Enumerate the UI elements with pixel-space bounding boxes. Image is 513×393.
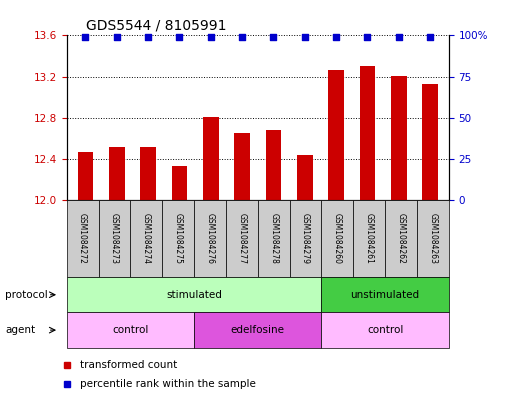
Point bbox=[113, 34, 121, 40]
Point bbox=[238, 34, 246, 40]
Point bbox=[426, 34, 434, 40]
Text: agent: agent bbox=[5, 325, 35, 335]
Text: GSM1084273: GSM1084273 bbox=[110, 213, 119, 264]
Bar bbox=[360, 66, 375, 200]
Bar bbox=[328, 70, 344, 200]
Text: control: control bbox=[367, 325, 403, 335]
Point bbox=[332, 34, 340, 40]
Text: GSM1084261: GSM1084261 bbox=[365, 213, 374, 264]
Text: GDS5544 / 8105991: GDS5544 / 8105991 bbox=[86, 19, 226, 33]
Text: GSM1084260: GSM1084260 bbox=[333, 213, 342, 264]
Bar bbox=[203, 117, 219, 200]
Bar bbox=[109, 147, 125, 200]
Text: GSM1084278: GSM1084278 bbox=[269, 213, 278, 264]
Text: GSM1084274: GSM1084274 bbox=[142, 213, 151, 264]
Bar bbox=[422, 84, 438, 200]
Point bbox=[363, 34, 371, 40]
Bar bbox=[391, 75, 407, 200]
Text: GSM1084275: GSM1084275 bbox=[174, 213, 183, 264]
Point bbox=[144, 34, 152, 40]
Text: stimulated: stimulated bbox=[166, 290, 222, 300]
Text: GSM1084272: GSM1084272 bbox=[78, 213, 87, 264]
Text: GSM1084263: GSM1084263 bbox=[428, 213, 438, 264]
Point bbox=[207, 34, 215, 40]
Text: control: control bbox=[112, 325, 149, 335]
Text: transformed count: transformed count bbox=[80, 360, 177, 370]
Point bbox=[269, 34, 278, 40]
Point bbox=[394, 34, 403, 40]
Text: edelfosine: edelfosine bbox=[231, 325, 285, 335]
Text: GSM1084277: GSM1084277 bbox=[238, 213, 246, 264]
Bar bbox=[77, 152, 93, 200]
Point bbox=[82, 34, 90, 40]
Text: GSM1084279: GSM1084279 bbox=[301, 213, 310, 264]
Point bbox=[301, 34, 309, 40]
Bar bbox=[297, 155, 312, 200]
Bar bbox=[172, 166, 187, 200]
Text: unstimulated: unstimulated bbox=[350, 290, 420, 300]
Text: protocol: protocol bbox=[5, 290, 48, 300]
Bar bbox=[234, 133, 250, 200]
Point bbox=[175, 34, 184, 40]
Bar bbox=[141, 147, 156, 200]
Bar bbox=[266, 130, 281, 200]
Text: percentile rank within the sample: percentile rank within the sample bbox=[80, 379, 255, 389]
Text: GSM1084276: GSM1084276 bbox=[206, 213, 214, 264]
Text: GSM1084262: GSM1084262 bbox=[397, 213, 406, 264]
